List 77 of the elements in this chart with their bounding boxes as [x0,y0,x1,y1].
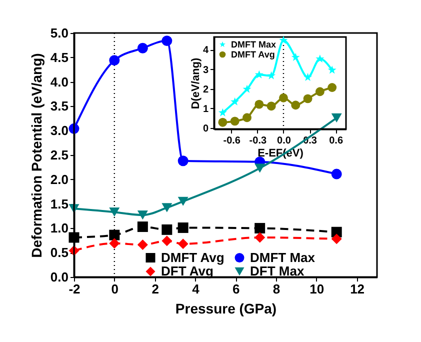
point [162,236,172,246]
y-axis-title: Deformation Potential (eV/ang) [28,53,44,258]
point [331,234,342,244]
x-tick-label: 10 [310,282,324,296]
y-tick-label: 3 [202,64,209,76]
legend-label: DMFT Avg [161,250,224,265]
x-tick-label: -0.6 [223,136,241,146]
point [254,100,264,109]
point [315,87,324,96]
y-tick-label: 2.5 [50,148,68,162]
point [291,52,300,61]
x-tick-label: 0 [111,282,119,296]
point [218,118,228,127]
point [137,240,148,250]
y-tick-label: 3.0 [50,123,68,138]
point [242,113,252,122]
point [291,100,300,110]
point [137,210,148,220]
x-tick-label: 6 [232,282,240,296]
point [254,70,264,78]
point [109,238,120,249]
y-tick-label: 5.0 [50,26,68,40]
x-tick-label: 12 [350,282,365,296]
x-tick-label: -0.3 [249,136,267,146]
legend-label: DMFT Max [250,250,316,265]
y-tick-label: 1.5 [50,196,68,212]
point [304,72,312,81]
point [279,93,288,102]
point [328,66,336,74]
y-tick-label: 3.5 [50,98,68,114]
point [242,84,252,93]
point [267,71,276,80]
point [303,94,312,104]
y-tick-label: 2.0 [50,172,68,187]
x-tick-label: 8 [272,282,280,296]
y-tick-label: 4.0 [50,74,68,90]
point [162,36,172,46]
point [178,238,188,250]
point [316,54,324,63]
y-tick-label: 4 [202,45,209,56]
y-axis-title: D(eV/ang) [190,58,202,110]
point [178,196,188,206]
point [162,203,172,212]
legend-label: DMFT Avg [231,50,275,60]
point [109,208,120,217]
point [230,97,240,106]
point [162,224,172,235]
point [254,222,266,234]
point [331,168,342,180]
y-tick-label: 0.5 [50,245,68,260]
point [109,55,120,66]
point [137,221,148,232]
x-tick-label: 0.0 [277,136,292,146]
point [137,42,148,54]
x-tick-label: 0.6 [329,136,344,146]
point [230,116,240,126]
point [254,164,266,173]
y-tick-label: 0 [202,124,209,135]
x-tick-label: 2 [152,282,159,296]
y-tick-label: 0.0 [50,270,68,284]
point [178,222,188,233]
point [109,230,120,240]
point [328,83,337,92]
legend-label: DMFT Max [231,40,276,50]
point [266,102,276,111]
x-axis-title: Pressure (GPa) [175,300,277,316]
point [331,113,342,122]
y-tick-label: 1.0 [50,220,68,236]
point [254,232,266,243]
point [178,156,188,166]
x-tick-label: -2 [68,282,80,296]
point [279,36,288,44]
y-tick-label: 4.5 [50,50,68,65]
y-tick-label: 1 [202,104,209,115]
point [218,108,227,116]
y-tick-label: 2 [202,84,209,96]
legend-label: DFT Max [250,264,305,278]
